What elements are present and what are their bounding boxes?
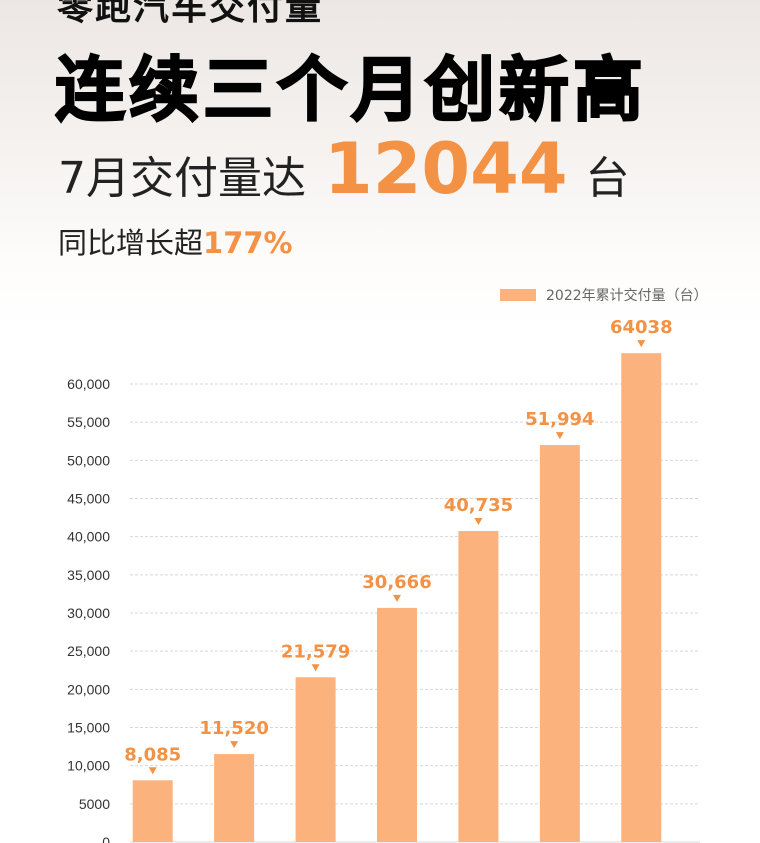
y-tick-label: 15,000 [67,720,110,736]
data-label: 30,666 [362,572,431,593]
data-label: 8,085 [124,744,181,765]
data-label: 21,579 [281,641,350,662]
marker-triangle [148,767,157,775]
subtitle-prefix: 7月交付量达 [58,153,306,204]
y-tick-label: 50,000 [67,452,110,468]
data-label: 11,520 [199,718,268,739]
marker-triangle [311,664,320,672]
delivery-number: 12044 [324,128,568,210]
y-tick-label: 20,000 [67,681,110,697]
marker-triangle [230,741,239,749]
marker-triangle [637,340,646,348]
y-tick-label: 0 [102,834,110,843]
legend-swatch [500,289,536,301]
marker-triangle [393,594,401,602]
bar [214,754,255,842]
marker-triangle [555,432,564,440]
bar [458,531,499,842]
y-tick-label: 25,000 [67,643,110,659]
subtitle-unit: 台 [585,153,630,204]
bar [621,353,662,842]
page-title: 连续三个月创新高 [54,48,647,132]
y-tick-label: 10,000 [67,758,110,774]
growth-text: 同比增长超177% [58,220,293,262]
growth-value: 177% [203,226,293,260]
bar [377,607,417,842]
y-tick-label: 40,000 [67,529,110,545]
bar [295,677,336,842]
y-tick-label: 45,000 [67,491,110,507]
data-label: 40,735 [444,495,513,516]
y-tick-label: 35,000 [67,567,110,583]
data-label: 64038 [610,317,673,338]
legend-label: 2022年累计交付量（台） [546,288,708,304]
y-tick-label: 5000 [79,796,110,812]
y-tick-label: 30,000 [67,605,110,621]
chart-legend: 2022年累计交付量（台） [500,285,708,305]
y-tick-label: 55,000 [67,414,110,430]
y-tick-label: 60,000 [67,376,110,392]
kicker: 零跑汽车交付量 [57,0,324,28]
subtitle: 7月交付量达 12044 台 [58,128,630,210]
bar [132,780,173,842]
data-label: 51,994 [525,409,594,430]
marker-triangle [474,518,483,526]
growth-prefix: 同比增长超 [58,226,204,260]
bar [539,445,580,842]
